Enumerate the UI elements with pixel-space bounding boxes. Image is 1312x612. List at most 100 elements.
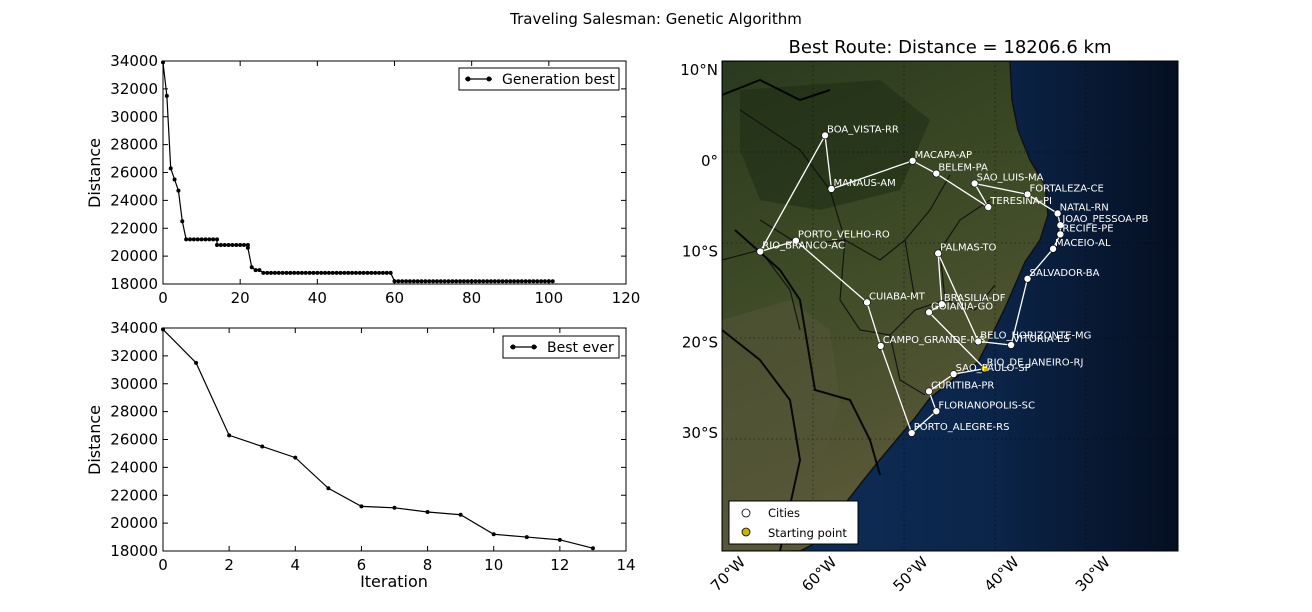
data-point [249, 265, 254, 270]
city-label: CUIABA-MT [869, 291, 926, 302]
city-label: SAO_LUIS-MA [977, 173, 1044, 184]
city-marker [925, 308, 933, 317]
city-marker [1049, 245, 1057, 253]
data-point [350, 270, 355, 275]
city-label: SAO_PAULO-SP [956, 363, 1031, 374]
x-axis-label: Iteration [360, 572, 428, 591]
y-tick-label: 30000 [110, 108, 158, 126]
city-marker [1023, 274, 1032, 283]
data-point [346, 270, 351, 275]
data-point [590, 546, 595, 551]
legend-city-marker [741, 508, 751, 518]
data-point [307, 270, 312, 275]
data-point [280, 270, 285, 275]
legend-marker [510, 344, 516, 350]
x-ticks: 0 20 40 60 80 100 120 [158, 61, 640, 307]
city-marker [1056, 221, 1065, 230]
data-point [380, 270, 385, 275]
city-marker [1053, 209, 1062, 218]
latitude-labels: 10°N 0° 10°S 20°S 30°S [680, 61, 718, 442]
data-point [512, 279, 517, 284]
data-point [519, 279, 524, 284]
legend-label: Cities [768, 506, 800, 520]
y-tick-label: 28000 [110, 136, 158, 154]
city-label: RIO_BRANCO-AC [762, 241, 845, 252]
longitude-label: 30°W [1072, 553, 1114, 595]
data-point [319, 270, 324, 275]
x-tick-label: 120 [612, 289, 641, 307]
city-label: VITORIA-ES [1013, 334, 1070, 345]
map-frame [721, 60, 1179, 552]
data-point [296, 270, 301, 275]
data-point [257, 268, 262, 273]
data-point [293, 455, 298, 460]
data-point [535, 279, 540, 284]
y-tick-label: 18000 [110, 542, 158, 560]
x-tick-label: 2 [224, 556, 234, 574]
data-point [284, 270, 289, 275]
x-tick-label: 0 [158, 556, 168, 574]
data-point [423, 279, 428, 284]
city-marker [937, 300, 946, 308]
city-marker [756, 247, 765, 256]
y-tick-label: 32000 [110, 347, 158, 365]
data-point [458, 512, 463, 517]
data-point [207, 237, 212, 242]
data-point [303, 270, 308, 275]
data-point [388, 270, 393, 275]
city-marker [974, 337, 983, 346]
city-marker [792, 236, 800, 245]
city-label: CURITIBA-PR [931, 380, 994, 391]
city-label: BRASILIA-DF [944, 293, 1006, 304]
legend-marker [486, 76, 492, 82]
city-marker [908, 157, 917, 165]
data-point [488, 279, 493, 284]
data-point [508, 279, 513, 284]
y-tick-label: 34000 [110, 319, 158, 337]
data-point [184, 237, 189, 242]
map-title: Best Route: Distance = 18206.6 km [789, 37, 1112, 58]
city-label: PORTO_ALEGRE-RS [914, 422, 1010, 433]
plot-area [162, 60, 627, 285]
data-point [400, 279, 405, 284]
latitude-label: 10°N [680, 61, 718, 79]
data-point [330, 270, 335, 275]
data-point [326, 270, 331, 275]
data-point [407, 279, 412, 284]
data-point [311, 270, 316, 275]
x-tick-label: 20 [231, 289, 250, 307]
city-label: MACAPA-AP [915, 150, 972, 161]
y-tick-label: 26000 [110, 431, 158, 449]
data-point [161, 60, 165, 65]
data-point [242, 242, 247, 247]
legend-marker [465, 76, 471, 82]
data-point [253, 268, 258, 273]
legend: Generation best [458, 67, 620, 91]
data-point [419, 279, 424, 284]
y-tick-label: 26000 [110, 164, 158, 182]
data-point [491, 532, 496, 537]
city-label: NATAL-RN [1060, 202, 1109, 213]
x-tick-label: 0 [158, 289, 168, 307]
city-marker [827, 185, 836, 193]
data-point [546, 279, 551, 284]
city-label: FLORIANOPOLIS-SC [938, 400, 1035, 411]
city-label: FORTALEZA-CE [1030, 183, 1104, 194]
city-label: MACEIO-AL [1055, 238, 1111, 249]
data-point [485, 279, 490, 284]
best-ever-chart: Distance Iteration 18000 20000 22000 24000 2… [85, 319, 636, 591]
legend-label: Generation best [502, 72, 615, 88]
data-point [531, 279, 536, 284]
city-marker [1007, 341, 1015, 349]
data-point [504, 279, 509, 284]
city-label: PORTO_VELHO-RO [798, 230, 890, 241]
data-point [458, 279, 463, 284]
data-point [245, 245, 250, 250]
data-point [323, 270, 328, 275]
data-point [203, 237, 208, 242]
city-marker [821, 131, 829, 140]
data-point [427, 279, 432, 284]
x-tick-label: 10 [484, 556, 503, 574]
city-marker [907, 429, 916, 437]
y-tick-label: 28000 [110, 403, 158, 421]
